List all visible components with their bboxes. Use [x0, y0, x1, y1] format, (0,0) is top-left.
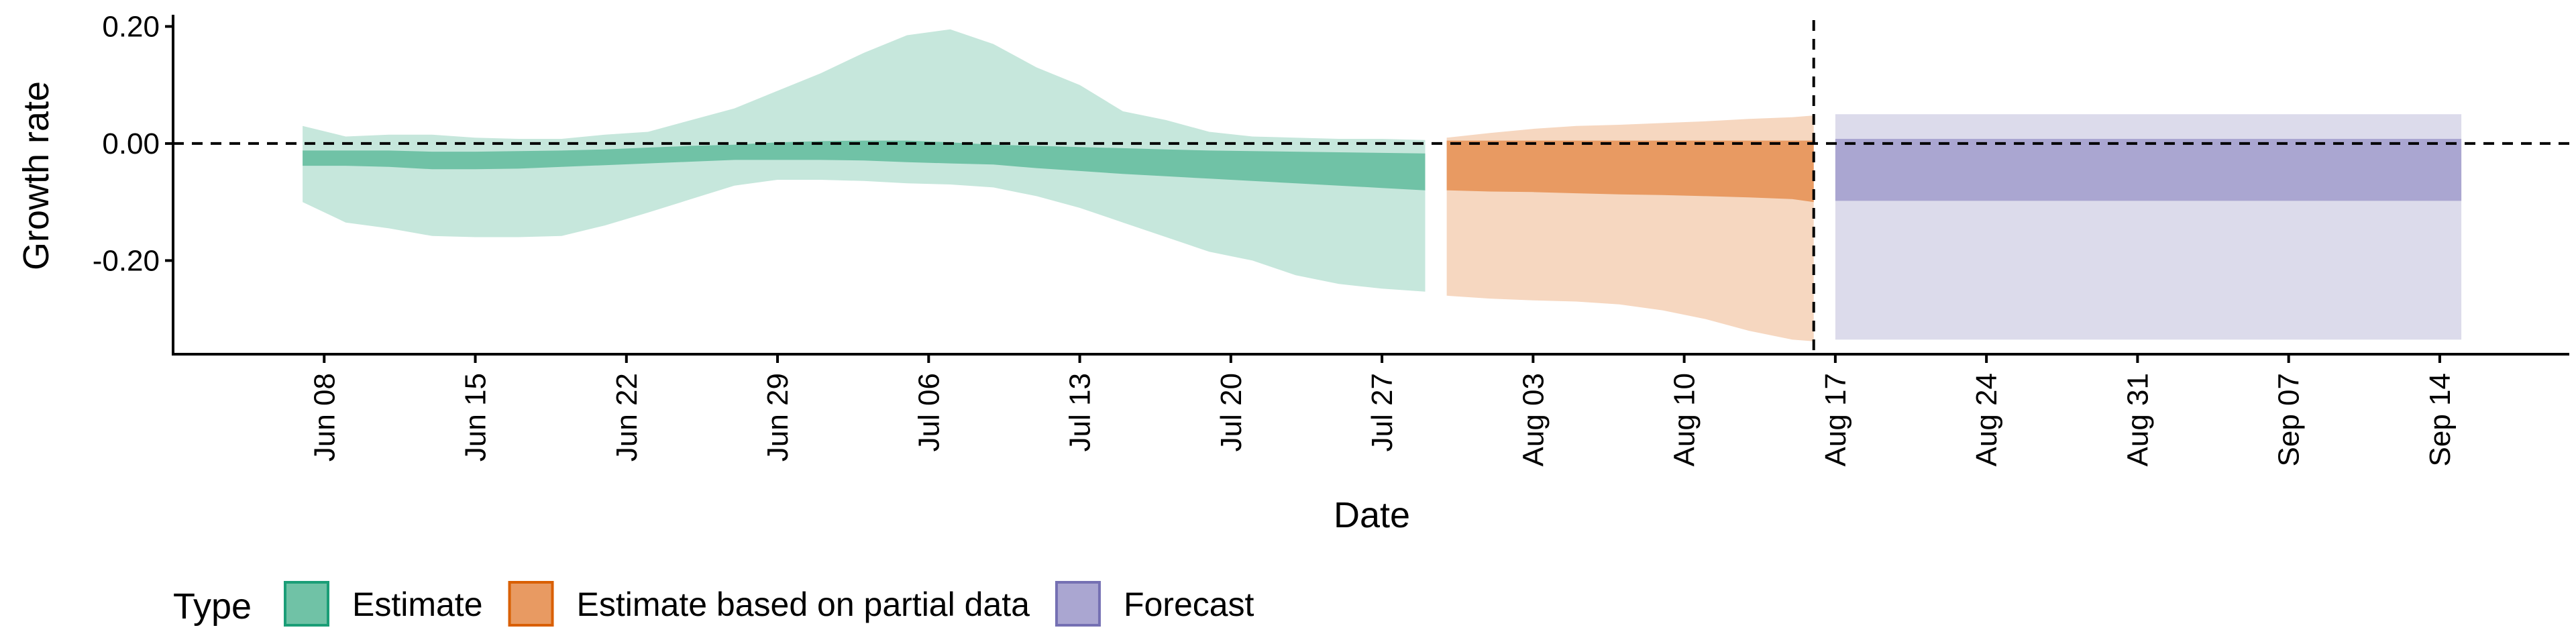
x-tick-label: Aug 10: [1668, 373, 1701, 466]
y-axis-title: Growth rate: [16, 81, 56, 270]
legend: Type Estimate Estimate based on partial d…: [173, 581, 1254, 627]
legend-key-forecast: [1055, 581, 1101, 627]
legend-key-estimate: [284, 581, 329, 627]
x-axis-title: Date: [1334, 495, 1410, 535]
x-tick-label: Jun 29: [761, 373, 794, 462]
x-tick-label: Jun 15: [460, 373, 492, 462]
x-tick-label: Jul 20: [1215, 373, 1248, 451]
x-tick-label: Jun 22: [610, 373, 643, 462]
legend-title: Type: [173, 586, 252, 627]
reference-lines: [173, 20, 2569, 354]
band-inner-estimate: [303, 140, 1426, 191]
y-axis-ticks: 0.20 0.00 -0.20: [93, 10, 173, 277]
x-tick-label: Aug 31: [2121, 373, 2154, 466]
legend-label-estimate: Estimate: [352, 586, 483, 623]
x-axis-ticks: Jun 08 Jun 15 Jun 22 Jun 29 Jul 06 Jul 13 Jul …: [308, 354, 2457, 466]
x-tick-label: Jun 08: [308, 373, 341, 462]
y-tick-label: -0.20: [93, 244, 160, 277]
band-outer-estimate: [303, 29, 1426, 292]
x-tick-label: Jul 13: [1064, 373, 1097, 451]
x-tick-label: Sep 14: [2424, 373, 2457, 466]
x-tick-label: Aug 03: [1517, 373, 1550, 466]
series-bands: [303, 29, 2462, 341]
legend-label-forecast: Forecast: [1124, 586, 1254, 623]
x-tick-label: Sep 07: [2273, 373, 2306, 466]
legend-key-estimate-based-on-partial-data: [508, 581, 554, 627]
band-inner-estimate-based-on-partial-data: [1446, 140, 1814, 203]
x-tick-label: Jul 27: [1366, 373, 1399, 451]
band-inner-forecast: [1835, 139, 2462, 201]
y-tick-label: 0.00: [102, 127, 160, 160]
x-tick-label: Aug 24: [1970, 373, 2003, 466]
y-tick-label: 0.20: [102, 10, 160, 43]
axes: [172, 15, 2569, 356]
legend-label-estimate-based-on-partial-data: Estimate based on partial data: [577, 586, 1030, 623]
x-tick-label: Aug 17: [1819, 373, 1852, 466]
x-tick-label: Jul 06: [912, 373, 945, 451]
